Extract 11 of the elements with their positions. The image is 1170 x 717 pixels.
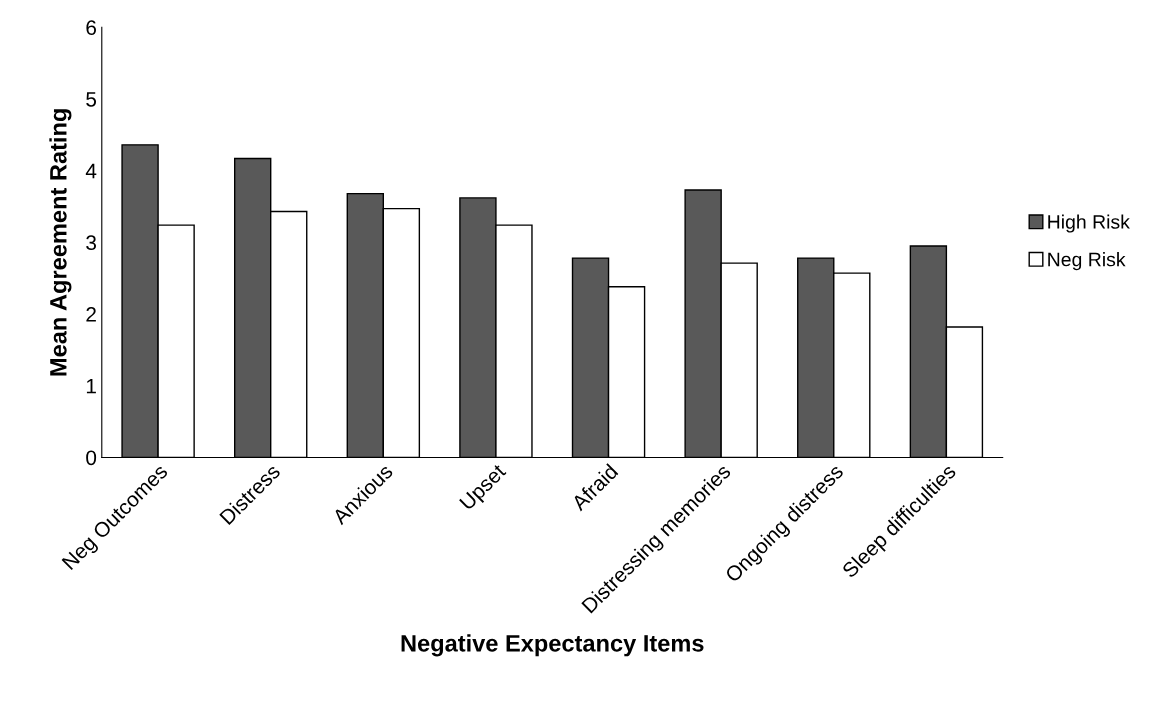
y-tick-label: 6 xyxy=(86,20,97,35)
y-axis-title: Mean Agreement Rating xyxy=(49,109,72,376)
y-tick-label: 0 xyxy=(86,450,97,466)
y-tick-label: 3 xyxy=(86,235,97,251)
legend-label: High Risk xyxy=(1048,214,1130,233)
x-axis-title: Negative Expectancy Items xyxy=(401,634,704,657)
legend-label: Neg Risk xyxy=(1048,252,1126,271)
y-tick-label: 4 xyxy=(85,163,97,179)
y-tick-label: 1 xyxy=(86,378,96,394)
y-tick-label: 2 xyxy=(86,307,96,322)
y-tick-label: 5 xyxy=(86,92,97,107)
